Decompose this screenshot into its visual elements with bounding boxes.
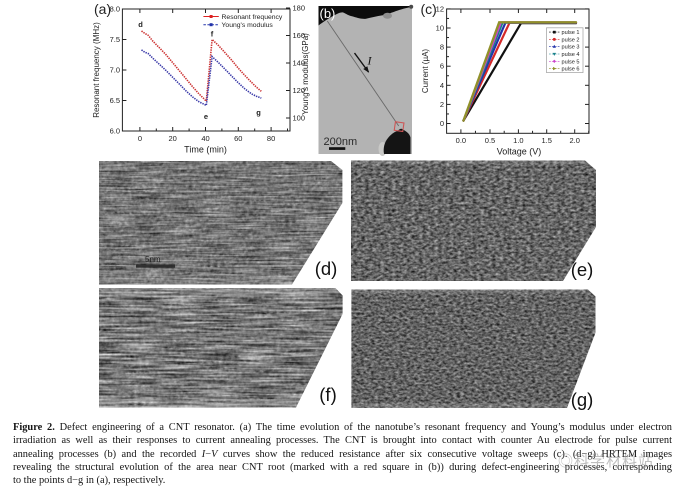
svg-text:pulse 4: pulse 4: [562, 52, 580, 58]
svg-text:0: 0: [138, 134, 142, 143]
svg-text:0: 0: [440, 119, 444, 128]
svg-text:(f): (f): [319, 384, 336, 405]
svg-text:10: 10: [436, 24, 444, 33]
svg-text:e: e: [204, 112, 208, 121]
svg-text:g: g: [256, 108, 261, 117]
svg-text:120: 120: [293, 86, 306, 95]
svg-text:7.5: 7.5: [110, 35, 120, 44]
svg-text:0.5: 0.5: [485, 136, 495, 145]
svg-text:(g): (g): [571, 389, 594, 410]
svg-text:pulse 2: pulse 2: [562, 37, 580, 43]
svg-text:pulse 6: pulse 6: [562, 67, 580, 73]
svg-text:Voltage (V): Voltage (V): [497, 147, 542, 157]
svg-text:8: 8: [440, 43, 444, 52]
svg-text:(a): (a): [94, 1, 111, 17]
svg-text:6.5: 6.5: [110, 96, 120, 105]
svg-text:7.0: 7.0: [110, 66, 120, 75]
svg-text:pulse 1: pulse 1: [562, 30, 580, 36]
svg-text:Time (min): Time (min): [184, 145, 227, 155]
svg-text:Resonant frequency (MHz): Resonant frequency (MHz): [92, 22, 101, 118]
svg-text:6: 6: [440, 62, 444, 71]
svg-text:pulse 3: pulse 3: [562, 45, 580, 51]
svg-text:pulse 5: pulse 5: [562, 59, 580, 65]
svg-text:200nm: 200nm: [324, 136, 358, 148]
svg-text:(e): (e): [571, 259, 594, 280]
svg-text:180: 180: [293, 4, 306, 13]
svg-text:2.0: 2.0: [569, 136, 579, 145]
svg-text:6.0: 6.0: [110, 127, 120, 136]
svg-text:8.0: 8.0: [110, 5, 120, 14]
svg-text:60: 60: [234, 134, 242, 143]
svg-text:d: d: [138, 20, 143, 29]
svg-text:80: 80: [267, 134, 275, 143]
svg-text:20: 20: [169, 134, 177, 143]
svg-text:Young's modulus: Young's modulus: [222, 22, 274, 29]
svg-text:Resonant frequency: Resonant frequency: [222, 14, 283, 21]
svg-text:(b): (b): [320, 6, 336, 21]
svg-text:0.0: 0.0: [456, 136, 466, 145]
svg-text:2: 2: [440, 100, 444, 109]
svg-text:1.0: 1.0: [513, 136, 523, 145]
svg-text:5nm: 5nm: [145, 255, 161, 264]
svg-text:Current (µA): Current (µA): [421, 49, 430, 94]
svg-text:12: 12: [436, 4, 444, 13]
svg-text:(d): (d): [315, 258, 338, 279]
svg-text:f: f: [211, 30, 214, 39]
svg-text:100: 100: [293, 114, 306, 123]
svg-text:(c): (c): [421, 1, 437, 17]
svg-text:140: 140: [293, 59, 306, 68]
svg-text:4: 4: [440, 81, 444, 90]
svg-text:1.5: 1.5: [541, 136, 551, 145]
svg-text:160: 160: [293, 31, 306, 40]
svg-text:40: 40: [201, 134, 209, 143]
svg-text:I: I: [367, 54, 373, 68]
svg-text:Young's modulus(GPa): Young's modulus(GPa): [301, 33, 310, 115]
